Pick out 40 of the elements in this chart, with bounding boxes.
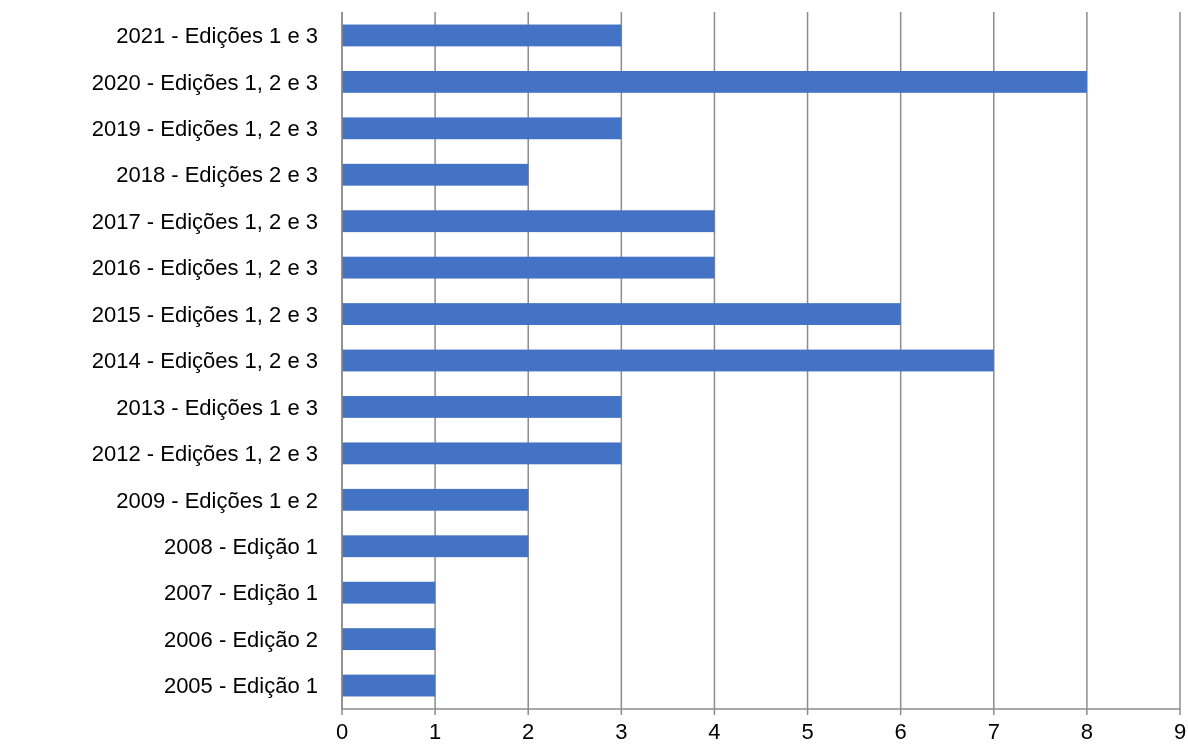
- bar: [342, 24, 622, 47]
- bar: [342, 628, 436, 651]
- x-tick-label: 5: [801, 719, 814, 744]
- x-tick-label: 7: [987, 719, 1000, 744]
- bar: [342, 70, 1087, 93]
- x-tick-label: 0: [335, 719, 349, 744]
- x-tick-label: 3: [615, 719, 628, 744]
- bar: [342, 256, 715, 279]
- y-tick-label: 2008 - Edição 1: [163, 533, 318, 559]
- y-tick-label: 2018 - Edições 2 e 3: [116, 162, 318, 188]
- y-tick-label: 2009 - Edições 1 e 2: [116, 487, 318, 513]
- bar: [342, 674, 436, 697]
- x-tick-label: 6: [894, 719, 907, 744]
- y-tick-label: 2007 - Edição 1: [163, 580, 318, 606]
- bar: [342, 303, 901, 325]
- bar: [342, 163, 529, 186]
- bar: [342, 581, 436, 604]
- x-tick-label: 4: [708, 719, 721, 744]
- y-tick-label: 2019 - Edições 1, 2 e 3: [91, 116, 318, 142]
- x-tick-label: 1: [428, 719, 442, 744]
- y-tick-label: 2006 - Edição 2: [163, 626, 318, 652]
- x-tick-label: 2: [522, 719, 535, 744]
- y-tick-label: 2021 - Edições 1 e 3: [116, 23, 318, 49]
- bar: [342, 396, 622, 418]
- y-tick-label: 2012 - Edições 1, 2 e 3: [91, 441, 318, 467]
- y-tick-label: 2017 - Edições 1, 2 e 3: [91, 208, 318, 234]
- y-tick-label: 2015 - Edições 1, 2 e 3: [91, 301, 318, 327]
- bar: [342, 442, 622, 465]
- x-tick-label: 8: [1080, 719, 1094, 744]
- bar: [342, 535, 529, 558]
- bar: [342, 349, 994, 372]
- bar: [342, 210, 715, 233]
- y-tick-label: 2013 - Edições 1 e 3: [116, 394, 318, 420]
- y-tick-label: 2014 - Edições 1, 2 e 3: [91, 348, 318, 374]
- x-tick-label: 9: [1173, 719, 1187, 744]
- bar: [342, 488, 529, 511]
- y-tick-label: 2005 - Edição 1: [163, 673, 318, 699]
- y-tick-label: 2016 - Edições 1, 2 e 3: [91, 255, 318, 281]
- bar: [342, 117, 622, 140]
- y-tick-label: 2020 - Edições 1, 2 e 3: [91, 69, 318, 95]
